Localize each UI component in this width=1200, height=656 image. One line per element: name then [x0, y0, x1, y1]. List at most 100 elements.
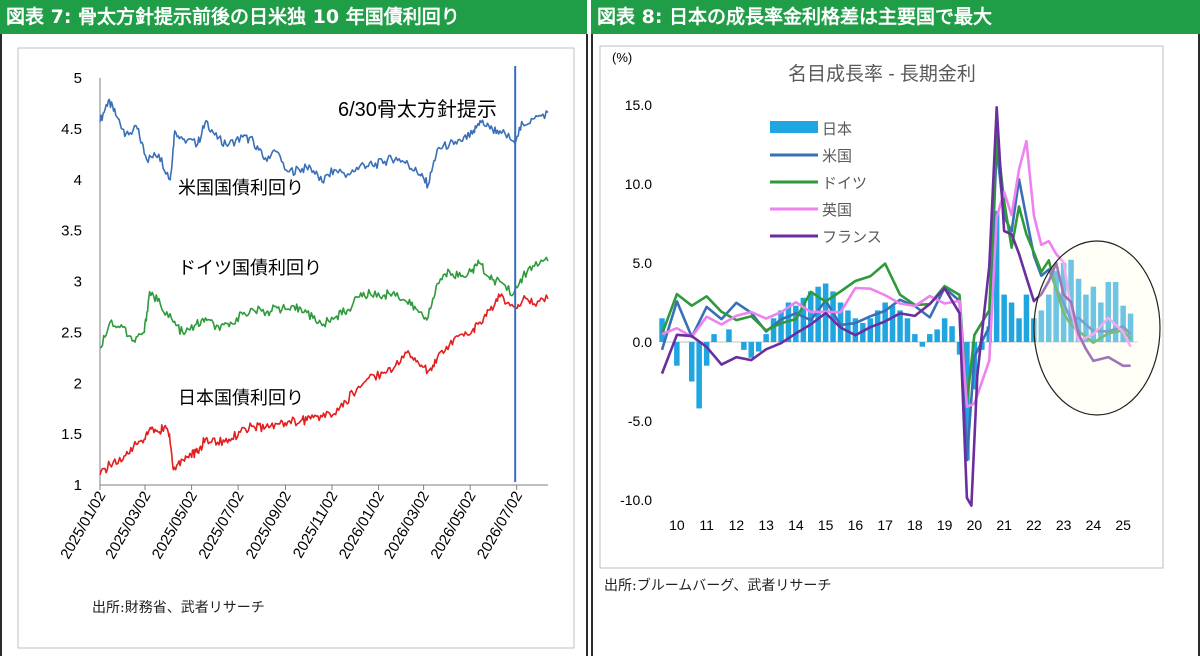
left-annotation: 6/30骨太方針提示 — [338, 98, 497, 121]
japan-bar — [979, 342, 985, 350]
left-y-tick: 4 — [74, 172, 82, 189]
right-lines-group — [660, 106, 1132, 507]
japan-bar — [1053, 270, 1059, 342]
left-y-tick: 4.5 — [61, 121, 82, 138]
right-x-tick-14: 14 — [788, 517, 804, 533]
japan-bar — [674, 342, 680, 366]
japan-bar — [726, 329, 732, 342]
legend-label-us: 米国 — [822, 148, 852, 165]
highlight-circle — [1033, 240, 1161, 416]
japan-bar — [755, 342, 762, 352]
legend-label-japan: 日本 — [822, 121, 852, 138]
right-x-tick-17: 17 — [877, 517, 893, 533]
right-x-tick-10: 10 — [669, 517, 685, 533]
left-source-note: 出所:財務省、武者リサーチ — [92, 600, 265, 616]
right-bars-group — [659, 210, 1134, 461]
right-series-us — [660, 145, 1132, 462]
japan-bar — [964, 342, 970, 461]
japan-bar — [949, 326, 955, 342]
right-y-tick: 5.0 — [633, 255, 653, 271]
left-series-jp — [99, 293, 549, 476]
japan-bar — [689, 342, 695, 382]
left-y-tick: 3.5 — [61, 223, 82, 240]
right-unit-label: (%) — [612, 50, 632, 65]
japan-bar — [748, 342, 754, 358]
right-chart-title: 名目成長率 - 長期金利 — [788, 63, 976, 85]
right-chart-frame — [599, 45, 1164, 569]
right-x-tick-25: 25 — [1115, 517, 1131, 533]
legend-label-de: ドイツ — [822, 175, 867, 192]
japan-bar — [986, 326, 992, 342]
left-series-us — [99, 98, 549, 189]
japan-bar — [815, 286, 821, 342]
japan-bar — [860, 323, 866, 342]
japan-bar — [874, 310, 881, 342]
japan-bar — [1068, 259, 1074, 342]
right-border — [1198, 34, 1200, 656]
right-x-tick-16: 16 — [848, 517, 864, 533]
right-y-tick: 0.0 — [633, 334, 653, 350]
right-x-tick-13: 13 — [758, 517, 774, 533]
left-chart-frame — [17, 47, 575, 649]
right-y-tick: 10.0 — [625, 176, 652, 192]
japan-bar — [889, 305, 896, 342]
japan-bar — [1016, 318, 1022, 342]
japan-bar — [763, 334, 769, 342]
right-x-tick-23: 23 — [1056, 517, 1072, 533]
right-x-tick-21: 21 — [996, 517, 1012, 533]
right-series-fr — [660, 106, 1131, 507]
right-y-tick: -10.0 — [620, 492, 652, 508]
japan-bar — [1060, 263, 1067, 342]
left-y-tick: 3 — [74, 274, 82, 291]
japan-bar — [971, 342, 978, 390]
japan-bar — [897, 310, 903, 342]
japan-bar — [1046, 294, 1052, 342]
right-y-tick: 15.0 — [625, 97, 652, 113]
right-x-tick-22: 22 — [1026, 517, 1042, 533]
japan-bar — [778, 310, 784, 342]
right-x-tick-11: 11 — [699, 517, 714, 533]
left-y-tick: 1 — [74, 477, 82, 494]
japan-bar — [1075, 278, 1082, 342]
japan-bar — [927, 334, 933, 342]
japan-bar — [1112, 282, 1119, 342]
right-x-tick-18: 18 — [907, 517, 923, 533]
japan-bar — [845, 310, 851, 342]
japan-bar — [793, 305, 799, 342]
center-border-left — [586, 34, 588, 656]
japan-bar — [867, 318, 873, 342]
japan-bar — [956, 342, 963, 355]
right-axes: 15.0 10.0 5.0 0.0 -5.0 -10.0 10 11 12 13 14 15 16 17 1… — [620, 97, 1138, 533]
right-x-tick-15: 15 — [818, 517, 834, 533]
japan-bar — [711, 334, 717, 342]
right-y-tick: -5.0 — [628, 413, 652, 429]
japan-bar — [993, 210, 1000, 342]
japan-bar — [1120, 305, 1126, 342]
legend-label-uk: 英国 — [822, 201, 852, 219]
japan-bar — [770, 318, 777, 342]
japan-bar — [696, 342, 702, 409]
japan-bar — [1083, 294, 1089, 342]
left-yield-chart: 54.543.532.521.512025/01/022025/03/02202… — [17, 47, 575, 649]
japan-bar — [919, 342, 926, 347]
left-label-jp: 日本国債利回り — [178, 388, 304, 408]
japan-bar — [852, 318, 859, 342]
japan-bar — [941, 318, 948, 342]
left-label-us: 米国国債利回り — [178, 178, 304, 198]
japan-bar — [830, 291, 836, 342]
center-border-right — [591, 34, 593, 656]
right-series-de — [660, 133, 1132, 405]
japan-bar — [659, 318, 665, 342]
legend-swatch-japan — [770, 121, 818, 133]
left-series-group — [99, 66, 549, 482]
japan-bar — [1090, 286, 1097, 342]
japan-bar — [1008, 302, 1015, 342]
japan-bar — [1038, 310, 1045, 342]
right-series-uk — [661, 139, 1132, 409]
japan-bar — [785, 302, 792, 342]
left-y-tick: 2.5 — [61, 324, 82, 341]
japan-bar — [1031, 318, 1037, 342]
japan-bar — [912, 334, 918, 342]
left-y-tick: 1.5 — [61, 426, 82, 443]
